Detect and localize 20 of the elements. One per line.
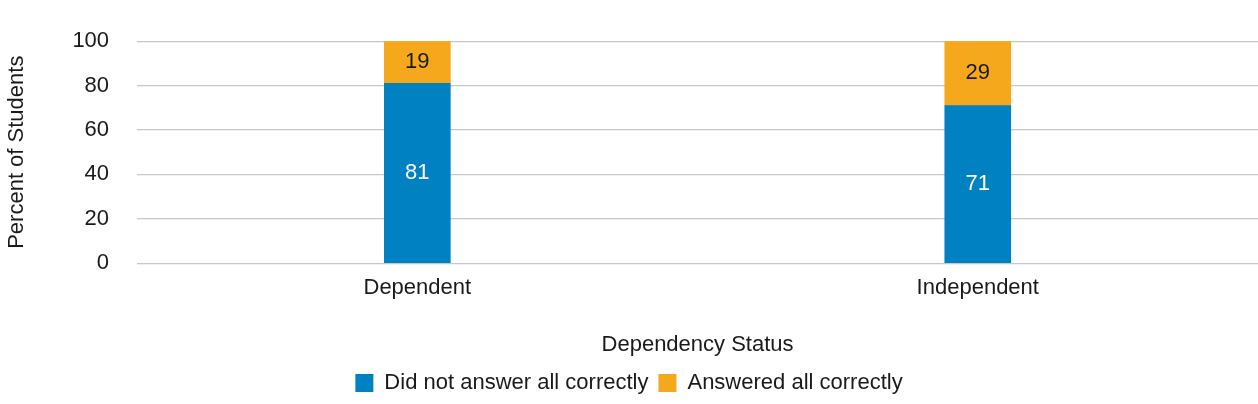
y-tick-label: 20 — [84, 204, 110, 230]
data-label: 19 — [405, 48, 430, 74]
y-tick-label: 40 — [84, 160, 110, 186]
y-tick-label: 60 — [84, 116, 110, 142]
bar — [384, 83, 451, 263]
bar — [944, 105, 1012, 263]
y-axis-title: Percent of Students — [3, 55, 29, 249]
data-label: 71 — [965, 170, 991, 196]
y-tick-label: 80 — [84, 71, 110, 97]
legend-label: Did not answer all correctly — [384, 369, 649, 395]
bar — [944, 41, 1012, 106]
x-tick-label: Dependent — [363, 274, 472, 300]
x-tick-label: Independent — [916, 274, 1039, 300]
y-tick-label: 100 — [72, 27, 110, 53]
y-tick-label: 0 — [96, 249, 110, 275]
bar — [384, 41, 451, 84]
data-label: 81 — [405, 159, 430, 185]
data-label: 29 — [965, 59, 991, 85]
legend-label: Answered all correctly — [687, 369, 903, 395]
x-axis-title: Dependency Status — [601, 330, 794, 356]
